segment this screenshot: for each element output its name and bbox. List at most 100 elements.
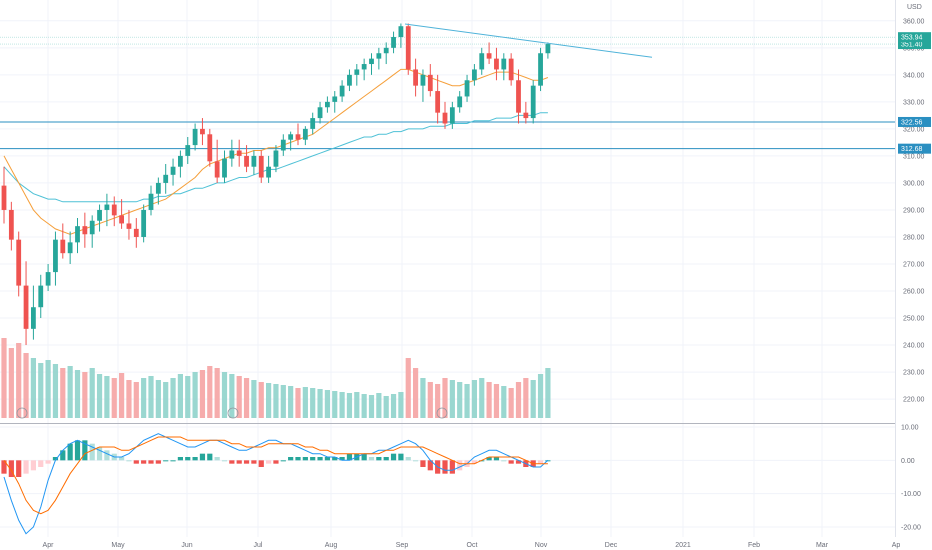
candle-body — [67, 242, 73, 254]
macd-histogram-bar — [82, 440, 88, 461]
volume-bar — [295, 388, 301, 418]
candle-body — [545, 44, 551, 54]
macd-histogram-bar — [361, 453, 367, 461]
candle-body — [222, 158, 227, 178]
macd-histogram-bar — [442, 460, 448, 474]
x-tick-label: Apr — [43, 542, 55, 549]
macd-histogram-bar — [148, 460, 154, 464]
price-badge-label: 353.94 — [901, 35, 923, 42]
volume-bar — [383, 396, 389, 418]
macd-histogram-bar — [457, 460, 463, 471]
candle-body — [1, 185, 7, 210]
candle-body — [163, 174, 169, 183]
x-tick-label: Ap — [892, 542, 901, 549]
price-badge — [898, 143, 931, 154]
volume-bars — [1, 338, 551, 418]
volume-bar — [1, 338, 7, 418]
macd-histogram-bar — [368, 457, 375, 461]
macd-histogram-bar — [170, 460, 176, 462]
candle-body — [258, 155, 264, 178]
macd-histogram-bar — [74, 440, 81, 461]
volume-bar — [332, 391, 338, 418]
candle-body — [214, 161, 220, 178]
candle-body — [442, 112, 448, 124]
x-tick-label: Nov — [535, 542, 548, 549]
macd-histogram-bar — [405, 457, 411, 461]
x-tick-label: May — [111, 542, 125, 549]
volume-bar — [273, 384, 279, 418]
candle-body — [16, 239, 22, 286]
macd-histogram-bar — [60, 450, 66, 461]
price-axis[interactable]: 360.00350.00340.00330.00320.00310.00300.… — [903, 18, 925, 403]
y-tick-label: 320.00 — [903, 126, 925, 133]
candlesticks — [1, 23, 551, 346]
volume-bar — [471, 380, 477, 418]
candle-body — [60, 239, 66, 254]
candle-body — [38, 285, 44, 308]
macd-histogram-bar — [177, 457, 183, 461]
y-tick-label: 260.00 — [903, 289, 925, 296]
macd-histogram-bar — [310, 457, 316, 461]
macd-histogram-bar — [258, 460, 264, 467]
candle-body — [141, 209, 147, 237]
candle-body — [53, 239, 58, 273]
macd-histogram-bar — [251, 460, 257, 464]
volume-bar — [310, 388, 316, 418]
candle-body — [391, 37, 396, 48]
candle-body — [97, 209, 102, 221]
macd-histogram-bar — [266, 460, 272, 464]
candle-body — [200, 128, 205, 135]
y-tick-label: 240.00 — [903, 343, 925, 350]
macd-tick-label: -20.00 — [901, 525, 921, 532]
x-tick-label: Aug — [325, 542, 338, 549]
candle-body — [398, 26, 404, 38]
candle-body — [361, 64, 367, 70]
candle-body — [170, 166, 176, 175]
candle-body — [288, 134, 294, 140]
volume-bar — [442, 378, 448, 418]
candle-body — [427, 74, 433, 92]
macd-histogram-bar — [346, 453, 353, 461]
volume-bar — [30, 358, 36, 418]
candle-body — [472, 69, 477, 81]
dividend-marker-icon — [227, 407, 239, 419]
volume-bar — [420, 378, 426, 418]
candle-body — [104, 204, 110, 210]
resistance-trendline — [404, 23, 653, 58]
macd-histogram-bar — [207, 453, 213, 461]
macd-histogram-bar — [390, 453, 397, 461]
x-tick-label: Jul — [254, 542, 263, 549]
macd-histogram-bar — [141, 460, 147, 464]
volume-bar — [163, 382, 169, 418]
macd-axis[interactable]: 10.00 0.00 -10.00 -20.00 — [901, 425, 921, 532]
volume-bar — [530, 380, 536, 418]
volume-bar — [207, 366, 213, 418]
volume-bar — [266, 383, 272, 418]
candle-body — [501, 58, 507, 70]
macd-histogram-bar — [427, 460, 433, 471]
time-axis[interactable]: Apr May Jun Jul Aug Sep Oct Nov Dec 2021 Feb Mar Ap — [43, 542, 901, 549]
price-badge — [898, 32, 931, 43]
macd-histogram-bar — [133, 460, 139, 464]
volume-bar — [354, 392, 360, 418]
macd-histogram-bar — [449, 460, 455, 474]
macd-histogram-bar — [8, 460, 14, 477]
volume-bar — [74, 370, 81, 418]
candle-body — [354, 69, 360, 75]
candle-body — [376, 53, 382, 59]
volume-bar — [52, 364, 59, 418]
y-tick-label: 300.00 — [903, 180, 925, 187]
macd-histogram-bar — [236, 460, 242, 464]
volume-bar — [119, 373, 125, 418]
macd-tick-label: 10.00 — [901, 425, 919, 432]
candle-body — [405, 26, 411, 70]
trendline[interactable] — [404, 23, 653, 58]
event-markers — [16, 407, 448, 419]
macd-histogram-bar — [383, 457, 389, 461]
volume-bar — [141, 378, 147, 418]
candle-body — [119, 215, 124, 224]
volume-bar — [523, 378, 529, 418]
candle-body — [280, 139, 286, 151]
y-tick-label: 280.00 — [903, 234, 925, 241]
